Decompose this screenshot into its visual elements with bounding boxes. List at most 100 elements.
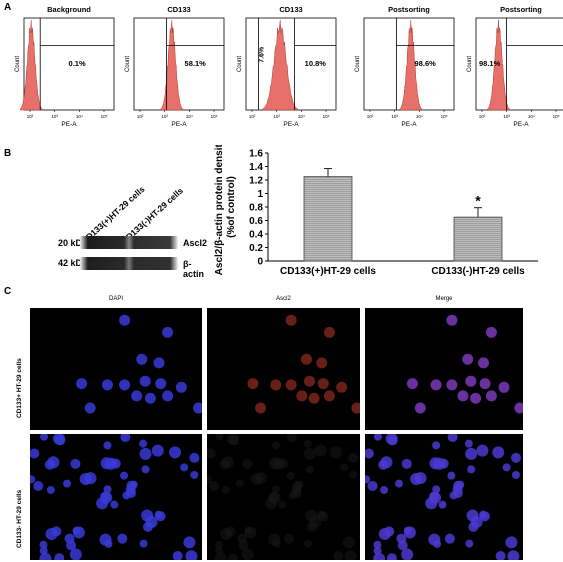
cell xyxy=(226,434,239,445)
category-label-2: CD133(-)HT-29 cells xyxy=(431,266,525,277)
cell xyxy=(139,447,152,460)
micrograph-merge-row2 xyxy=(365,434,523,560)
cell xyxy=(139,439,148,448)
cell xyxy=(54,553,65,560)
gate-percent: 10.8% xyxy=(305,59,327,68)
cell xyxy=(505,536,518,549)
cell xyxy=(70,458,81,469)
cell xyxy=(300,353,312,365)
flow-histogram-1: Background 0.1% 10² 10³ 10⁴ 10⁵ PE-A Count xyxy=(15,5,115,128)
y-axis-label: Count xyxy=(355,56,361,72)
cell xyxy=(304,375,316,387)
column-title-merge: Merge xyxy=(435,296,453,302)
cell xyxy=(433,457,446,470)
histogram-shape xyxy=(262,19,299,111)
histogram-shape xyxy=(399,19,423,111)
x-tick-label: 10³ xyxy=(391,114,398,119)
cell xyxy=(464,439,473,448)
cell xyxy=(316,357,328,369)
x-tick-label: 10⁵ xyxy=(211,114,218,119)
cell xyxy=(209,480,220,491)
y-tick-label: 0 xyxy=(257,257,263,268)
y-axis-label: Count xyxy=(467,56,473,72)
x-tick-label: 10² xyxy=(137,114,144,119)
flow-cytometry-row: Background 0.1% 10² 10³ 10⁴ 10⁵ PE-A Count CD133… xyxy=(0,0,563,145)
cell xyxy=(465,447,478,460)
cell xyxy=(498,381,510,393)
cell xyxy=(286,434,297,443)
x-tick-label: 10⁴ xyxy=(528,114,535,119)
cell xyxy=(380,456,393,469)
cell xyxy=(340,463,349,472)
cell xyxy=(278,500,287,509)
cell xyxy=(365,475,371,484)
cell xyxy=(119,379,131,391)
cell xyxy=(139,539,148,548)
cell xyxy=(131,390,143,402)
cell xyxy=(221,456,234,469)
cell xyxy=(64,533,75,544)
cell xyxy=(190,470,199,479)
cell xyxy=(120,434,131,443)
cell xyxy=(162,326,174,338)
cell xyxy=(250,473,263,486)
cell xyxy=(273,457,286,470)
actin-band-name: β-actin xyxy=(183,259,205,279)
cell xyxy=(286,471,295,480)
cell xyxy=(385,434,398,445)
actin-band xyxy=(80,257,178,270)
cell xyxy=(242,458,253,469)
cell xyxy=(175,381,187,393)
cell xyxy=(33,480,44,491)
cell xyxy=(317,510,326,519)
cell xyxy=(241,548,254,560)
cell xyxy=(237,533,248,544)
cell xyxy=(396,533,407,544)
cell xyxy=(270,379,282,391)
panel-c-label: C xyxy=(4,286,12,297)
cell xyxy=(214,552,227,560)
microscopy-grid: DAPI Ascl2 Merge CD133+ HT-29 cells CD133- H… xyxy=(0,296,563,562)
cell xyxy=(69,548,82,560)
cell xyxy=(120,471,129,480)
cell xyxy=(221,485,230,494)
cell xyxy=(228,553,239,560)
x-tick-label: 10⁵ xyxy=(323,114,330,119)
column-title-dapi: DAPI xyxy=(108,296,123,302)
flow-title: Postsorting xyxy=(500,5,542,14)
cell xyxy=(271,441,280,450)
cell xyxy=(348,452,359,463)
cell xyxy=(193,402,202,414)
column-title-ascl2: Ascl2 xyxy=(276,296,291,302)
protein-density-bar-chart: 0 0.2 0.4 0.6 0.8 1 1.2 1.4 1.6 Ascl2/β-actin pro… xyxy=(214,145,538,277)
cell xyxy=(308,392,320,404)
cell xyxy=(401,458,412,469)
cell xyxy=(144,392,156,404)
row-label-2: CD133- HT-29 cells xyxy=(16,489,23,548)
cell xyxy=(365,448,374,459)
cell xyxy=(285,314,297,326)
cell xyxy=(155,378,167,390)
cell xyxy=(247,378,259,390)
cell xyxy=(342,536,355,549)
micrograph-ascl2-row2 xyxy=(207,434,360,560)
panel-a-label: A xyxy=(4,2,12,13)
cell xyxy=(373,552,386,560)
x-tick-label: 10⁴ xyxy=(416,114,423,119)
x-tick-label: 10² xyxy=(27,114,34,119)
cell xyxy=(255,402,267,414)
cell xyxy=(304,539,313,548)
cell xyxy=(485,326,497,338)
cell xyxy=(284,533,295,544)
cell xyxy=(30,475,36,484)
bar-2 xyxy=(453,216,503,262)
cell xyxy=(452,488,463,499)
cell xyxy=(63,479,72,488)
cell xyxy=(323,326,335,338)
x-tick-label: 10⁵ xyxy=(441,114,448,119)
cell xyxy=(386,553,397,560)
cell xyxy=(344,550,357,560)
cell xyxy=(514,402,523,414)
cell xyxy=(207,448,216,459)
cell xyxy=(438,500,447,509)
